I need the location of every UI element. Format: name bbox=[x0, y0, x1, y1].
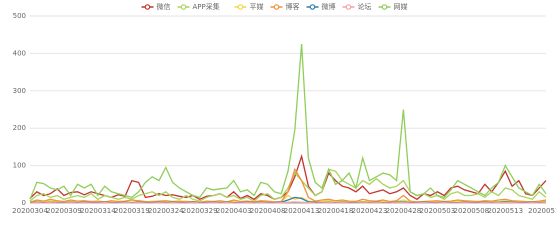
y-tick-label: 100 bbox=[13, 162, 26, 170]
legend-label: APP采集 bbox=[193, 2, 220, 11]
legend-marker bbox=[180, 4, 187, 10]
y-tick-label: 200 bbox=[13, 124, 26, 132]
x-tick-label: 20200309 bbox=[46, 207, 82, 215]
legend-label: 网媒 bbox=[394, 2, 408, 11]
series-line bbox=[29, 44, 547, 200]
y-tick-label: 500 bbox=[13, 12, 26, 20]
x-tick-label: 20200403 bbox=[216, 207, 252, 215]
y-tick-label: 400 bbox=[13, 49, 26, 57]
legend-label: 论坛 bbox=[358, 2, 372, 11]
x-tick-label: 20200319 bbox=[114, 207, 150, 215]
legend-marker bbox=[309, 4, 316, 10]
x-tick-label: 20200304 bbox=[12, 207, 48, 215]
legend-label: 平媒 bbox=[250, 2, 264, 11]
legend-marker bbox=[345, 4, 352, 10]
x-tick-label: 20200324 bbox=[148, 207, 184, 215]
x-tick-label: 20200413 bbox=[284, 207, 320, 215]
y-tick-label: 300 bbox=[13, 87, 26, 95]
legend-marker bbox=[273, 4, 280, 10]
series-line bbox=[29, 167, 547, 203]
legend-label: 微信 bbox=[157, 2, 171, 11]
x-tick-label: 20200513 bbox=[487, 207, 523, 215]
series-line bbox=[29, 201, 547, 204]
y-tick-label: 0 bbox=[22, 199, 26, 207]
x-tick-label: 20200428 bbox=[386, 207, 422, 215]
x-tick-label: 20200329 bbox=[182, 207, 218, 215]
x-tick-label: 20200503 bbox=[420, 207, 456, 215]
x-tick-label: 20200519 bbox=[528, 207, 556, 215]
legend-marker bbox=[144, 4, 151, 10]
legend-label: 博客 bbox=[286, 2, 300, 11]
x-tick-label: 20200408 bbox=[250, 207, 286, 215]
legend-label: 微博 bbox=[322, 2, 336, 11]
series-line bbox=[29, 168, 547, 202]
chart: 0 100 200 300 400 500 202003042020030920200314… bbox=[12, 2, 556, 215]
x-tick-label: 20200423 bbox=[352, 207, 388, 215]
legend-marker bbox=[237, 4, 244, 10]
x-tick-label: 20200418 bbox=[318, 207, 354, 215]
legend-marker bbox=[381, 4, 388, 10]
x-tick-label: 20200508 bbox=[453, 207, 489, 215]
x-tick-label: 20200314 bbox=[80, 207, 116, 215]
